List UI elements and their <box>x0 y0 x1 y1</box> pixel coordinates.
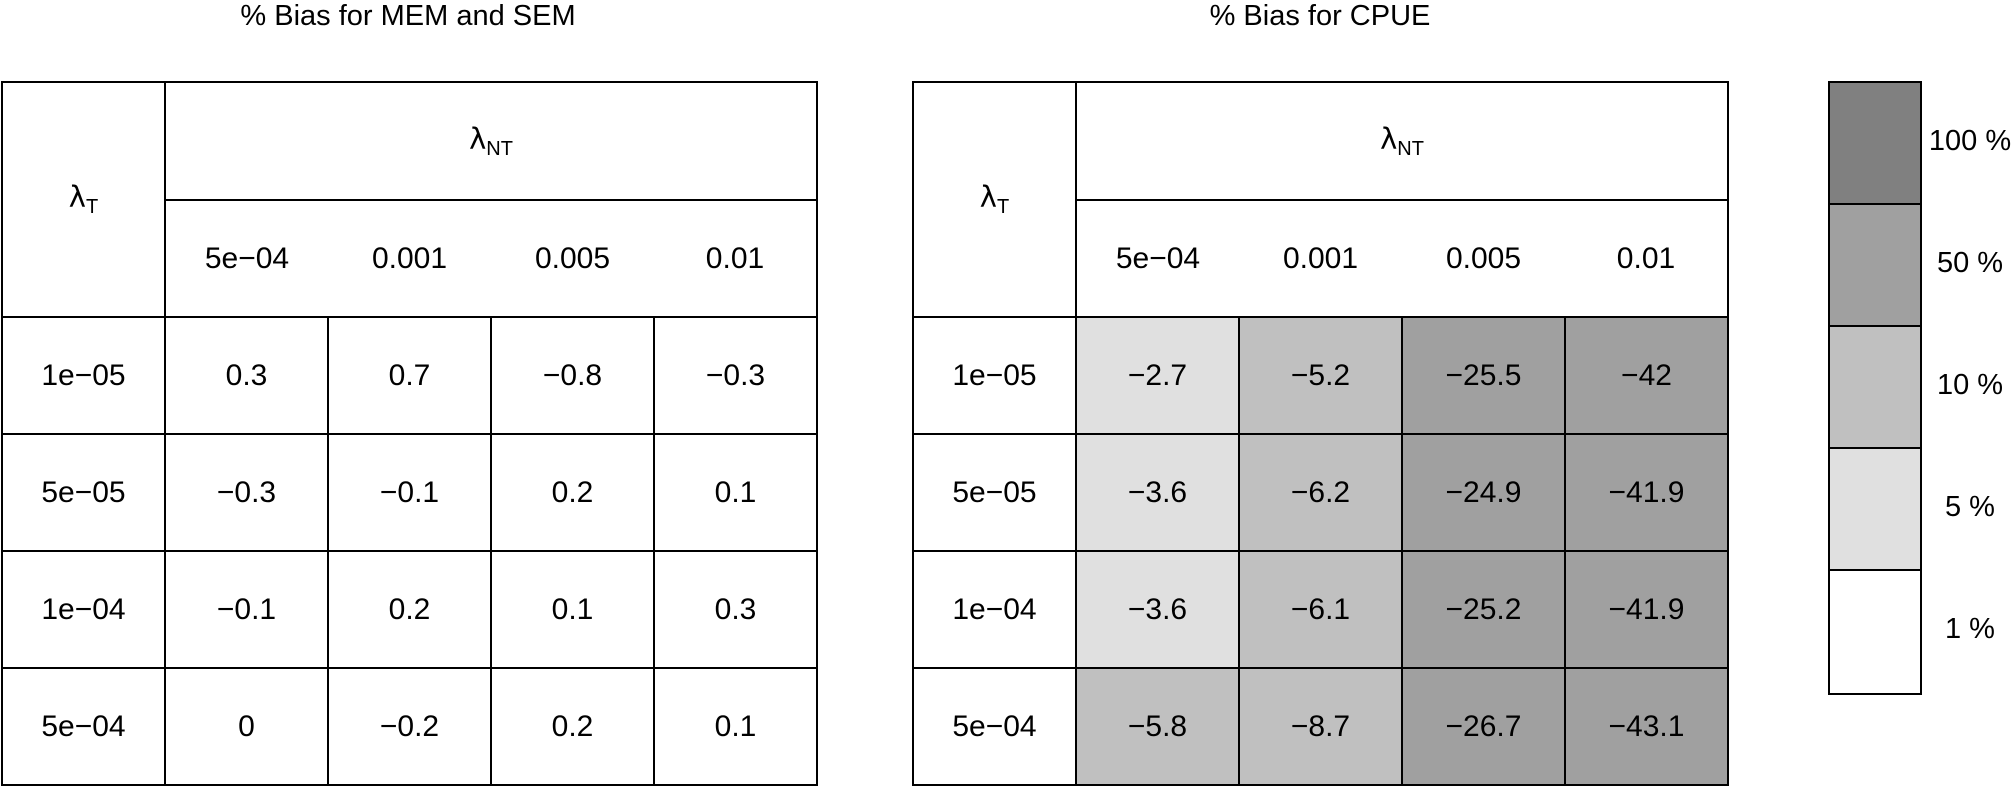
legend-swatch <box>1830 571 1920 693</box>
row-label: 1e−04 <box>1 550 166 669</box>
table-cell: −41.9 <box>1564 550 1729 669</box>
col-label: 0.005 <box>491 199 654 318</box>
table-cell: −42 <box>1564 316 1729 435</box>
table-cell: −6.2 <box>1238 433 1403 552</box>
legend-label: 10 % <box>1936 369 2004 401</box>
table-cell: 0.3 <box>164 316 329 435</box>
col-label: 0.01 <box>654 199 818 318</box>
legend-swatch <box>1830 327 1920 449</box>
table-cell: −0.3 <box>164 433 329 552</box>
col-label: 0.005 <box>1402 199 1565 318</box>
table-row: 1e−04 −0.1 0.2 0.1 0.3 <box>1 550 818 669</box>
table-cell: 0 <box>164 667 329 786</box>
row-header: λT <box>1 81 166 318</box>
table-cell: 0.7 <box>327 316 492 435</box>
row-label: 5e−04 <box>1 667 166 786</box>
table-row: 5e−05 −3.6 −6.2 −24.9 −41.9 <box>912 433 1729 552</box>
table-cell: −26.7 <box>1401 667 1566 786</box>
table-cell: −8.7 <box>1238 667 1403 786</box>
table-cell: 0.2 <box>490 667 655 786</box>
col-header-subscript: NT <box>486 137 513 160</box>
table-row: 1e−05 0.3 0.7 −0.8 −0.3 <box>1 316 818 435</box>
table-cell: −5.2 <box>1238 316 1403 435</box>
table-row: 5e−04 0 −0.2 0.2 0.1 <box>1 667 818 786</box>
table-row: 1e−05 −2.7 −5.2 −25.5 −42 <box>912 316 1729 435</box>
table-cell: −43.1 <box>1564 667 1729 786</box>
col-header: λNT <box>164 81 818 201</box>
table-cell: 0.3 <box>653 550 818 669</box>
table-row: 1e−04 −3.6 −6.1 −25.2 −41.9 <box>912 550 1729 669</box>
row-label: 5e−04 <box>912 667 1077 786</box>
table-row: 5e−05 −0.3 −0.1 0.2 0.1 <box>1 433 818 552</box>
legend-label: 50 % <box>1936 247 2004 279</box>
table-cell: −6.1 <box>1238 550 1403 669</box>
table-cell: −3.6 <box>1075 433 1240 552</box>
row-label: 5e−05 <box>912 433 1077 552</box>
table-cell: −2.7 <box>1075 316 1240 435</box>
col-header-symbol: λ <box>469 121 487 156</box>
table-cell: −0.1 <box>164 550 329 669</box>
row-label: 1e−05 <box>912 316 1077 435</box>
col-header-subscript: NT <box>1397 137 1424 160</box>
legend-swatch <box>1830 449 1920 571</box>
row-header-symbol: λ <box>979 180 997 214</box>
table-cell: 0.2 <box>327 550 492 669</box>
col-label: 0.001 <box>328 199 491 318</box>
col-header-symbol: λ <box>1380 121 1398 156</box>
legend-label: 1 % <box>1945 613 1995 645</box>
table-cell: 0.1 <box>490 550 655 669</box>
color-legend <box>1828 81 1922 695</box>
row-label: 5e−05 <box>1 433 166 552</box>
row-header-subscript: T <box>85 196 99 218</box>
col-label: 5e−04 <box>164 199 328 318</box>
row-header: λT <box>912 81 1077 318</box>
row-label: 1e−04 <box>912 550 1077 669</box>
table-cell: −5.8 <box>1075 667 1240 786</box>
row-label: 1e−05 <box>1 316 166 435</box>
row-header-symbol: λ <box>68 180 86 214</box>
table-cell: 0.1 <box>653 667 818 786</box>
bias-table-mem-sem: λT λNT 5e−04 0.001 0.005 0.01 1e−05 0.3 0.7 −0.8−… <box>1 81 818 786</box>
table-cell: −25.5 <box>1401 316 1566 435</box>
table-cell: −0.3 <box>653 316 818 435</box>
table-cell: 0.1 <box>653 433 818 552</box>
table-cell: −0.2 <box>327 667 492 786</box>
legend-label: 100 % <box>1928 125 2012 157</box>
bias-table-cpue: λT λNT 5e−04 0.001 0.005 0.01 1e−05 −2.7 −5.2 −25… <box>912 81 1729 786</box>
table-row: 5e−04 −5.8 −8.7 −26.7 −43.1 <box>912 667 1729 786</box>
legend-swatch <box>1830 83 1920 205</box>
legend-swatch <box>1830 205 1920 327</box>
table-cell: −24.9 <box>1401 433 1566 552</box>
col-label: 0.001 <box>1239 199 1402 318</box>
table-cell: −25.2 <box>1401 550 1566 669</box>
row-header-subscript: T <box>996 196 1010 218</box>
col-label: 0.01 <box>1565 199 1729 318</box>
table-cell: −3.6 <box>1075 550 1240 669</box>
table-title-mem-sem: % Bias for MEM and SEM <box>240 0 576 32</box>
table-cell: 0.2 <box>490 433 655 552</box>
table-cell: −0.1 <box>327 433 492 552</box>
col-header: λNT <box>1075 81 1729 201</box>
table-title-cpue: % Bias for CPUE <box>1209 0 1431 32</box>
table-cell: −0.8 <box>490 316 655 435</box>
col-label: 5e−04 <box>1075 199 1239 318</box>
table-cell: −41.9 <box>1564 433 1729 552</box>
legend-label: 5 % <box>1945 491 1995 523</box>
